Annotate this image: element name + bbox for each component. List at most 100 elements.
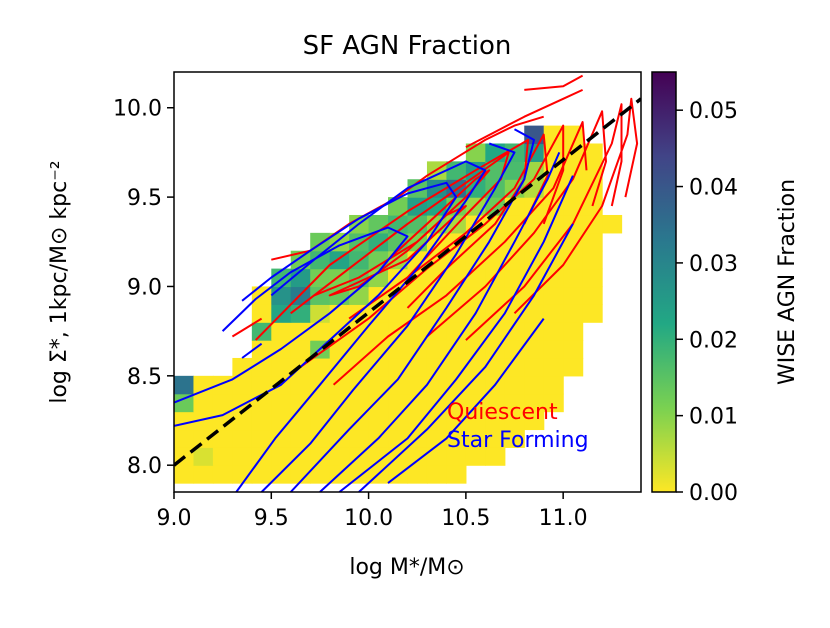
quiescent-contour [465,103,623,341]
plot-frame [173,71,642,493]
heatmap-cell [426,304,448,323]
heatmap-cell [251,429,272,448]
heatmap-cell [193,465,214,484]
colorbar-label: WISE AGN Fraction [775,179,800,385]
heatmap-cell [388,393,409,413]
heatmap-cell [251,375,272,395]
chart-title: SF AGN Fraction [303,31,512,61]
heatmap-cell [426,465,448,484]
heatmap-cell [329,357,350,377]
heatmap-cell [485,393,506,413]
heatmap-cell [349,429,370,448]
heatmap-cell [271,357,292,377]
heatmap-cell [271,411,292,431]
heatmap-cell [407,357,428,377]
dashed-fit-line [174,97,641,467]
heatmap-cell [388,340,409,359]
heatmap-cell [485,286,506,305]
quiescent-contour [524,74,584,91]
heatmap-cell [446,268,467,288]
heatmap-cell [310,250,331,270]
star-forming-contour [241,342,263,359]
y-tick-label: 10.0 [113,97,162,122]
heatmap-cell [174,375,195,395]
heatmap-cell [290,411,311,431]
heatmap-cell [446,393,467,413]
colorbar-tick-label: 0.02 [689,328,738,353]
quiescent-contour [465,88,584,148]
heatmap-cell [543,125,564,145]
heatmap-cell [271,447,292,466]
quiescent-contour [513,97,639,315]
heatmap-cell [174,411,195,431]
heatmap-cell [349,286,370,305]
heatmap-cell [368,357,389,377]
heatmap-cell [582,268,603,288]
heatmap-cell [251,304,272,323]
heatmap-cell [368,322,389,341]
heatmap-cell [290,393,311,413]
heatmap-cell [485,357,506,377]
heatmap-cell [310,447,331,466]
heatmap-cell [329,375,350,395]
reference-line [174,97,641,467]
quiescent-contour [290,151,510,315]
heatmap-cell [290,429,311,448]
heatmap-cell [251,340,272,359]
heatmap-cell [232,447,253,466]
quiescent-contour [231,317,263,338]
heatmap-cell [563,340,584,359]
heatmap-cell [232,357,253,377]
heatmap-cell [388,304,409,323]
legend-star-forming: Star Forming [447,428,589,453]
heatmap-cell [174,465,195,484]
heatmap-cell [290,465,311,484]
heatmap-cell [368,393,389,413]
heatmap-cell [329,393,350,413]
star-forming-contour [338,175,574,492]
heatmap-cell [251,411,272,431]
x-tick-label: 11.0 [539,506,588,531]
heatmap-cell [310,393,331,413]
heatmap-cell [426,375,448,395]
heatmap-cell [290,447,311,466]
heatmap-cell [602,214,623,234]
star-forming-contour [235,160,487,492]
heatmap-cell [485,411,506,431]
heatmap-cell [193,411,214,431]
heatmap-cell [407,465,428,484]
heatmap-cell [543,322,564,341]
heatmap-cell [543,268,564,288]
heatmap-cell [329,232,350,252]
heatmap-cell [524,304,545,323]
heatmap-cell [465,375,486,395]
colorbar-tick-label: 0.03 [689,252,738,277]
heatmap-cell [329,304,350,323]
heatmap-cell [524,393,545,413]
heatmap-cell [349,465,370,484]
heatmap-cell [446,465,467,484]
x-tick-label: 9.5 [254,506,289,531]
heatmap-cell [582,250,603,270]
y-tick-label: 9.5 [127,186,162,211]
heatmap-cell [251,357,272,377]
heatmap-cell [446,411,467,431]
heatmap-cell [582,286,603,305]
heatmap-cell [232,429,253,448]
heatmap-cell [543,304,564,323]
y-tick-label: 9.0 [127,275,162,300]
heatmap-cell [524,340,545,359]
heatmap-cell [271,465,292,484]
heatmap-cell [310,268,331,288]
y-tick-label: 8.5 [127,365,162,390]
heatmap-cell [426,197,448,216]
heatmap-cell [446,304,467,323]
heatmap-cell [504,161,525,180]
heatmap-cell [446,161,467,180]
heatmap-cell [524,232,545,252]
heatmap-cell [407,393,428,413]
heatmap-cell [407,447,428,466]
heatmap-cell [563,268,584,288]
heatmap-cell [524,411,545,431]
heatmap-cell [465,429,486,448]
